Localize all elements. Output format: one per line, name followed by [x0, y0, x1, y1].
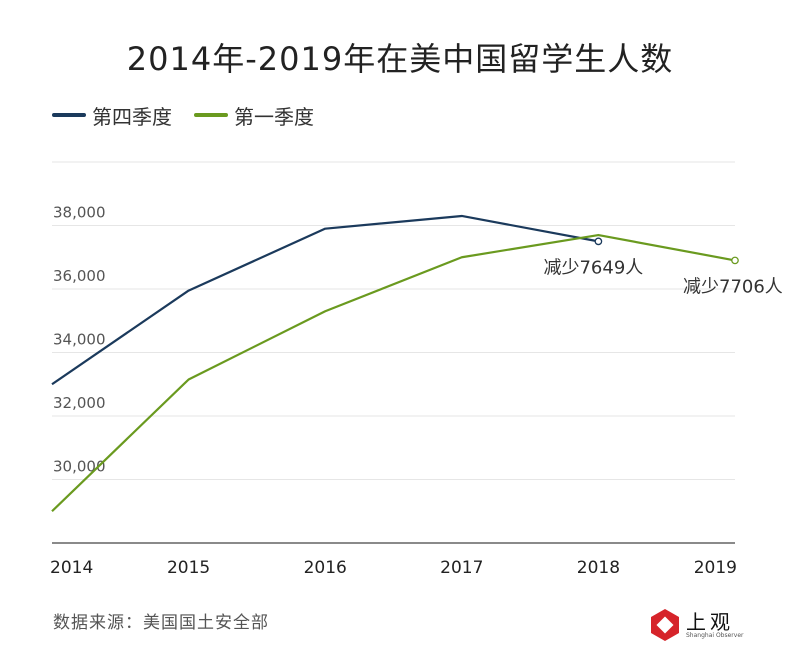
x-tick-label: 2015	[167, 558, 210, 578]
x-tick-label: 2017	[440, 558, 483, 578]
x-tick-label: 2019	[694, 558, 737, 578]
y-tick-label: 34,000	[53, 331, 106, 349]
y-tick-label: 32,000	[53, 394, 106, 412]
legend-item-q1: 第一季度	[194, 101, 314, 130]
legend-label-q1: 第一季度	[234, 104, 314, 129]
chart-title: 2014年-2019年在美中国留学生人数	[126, 40, 674, 78]
legend-label-q4: 第四季度	[92, 104, 172, 129]
y-tick-label: 36,000	[53, 267, 106, 285]
legend-swatch-q1	[194, 113, 228, 117]
source-note: 数据来源：美国国土安全部	[53, 613, 269, 633]
series-end-marker-1	[731, 256, 739, 265]
legend: 第四季度 第一季度	[52, 101, 336, 130]
x-tick-label: 2014	[50, 558, 93, 578]
y-tick-label: 38,000	[53, 204, 106, 222]
annotation-label: 减少7706人	[683, 276, 783, 297]
logo: 上观 Shanghai Observer	[648, 606, 748, 646]
series-line-1	[51, 233, 736, 513]
series-end-marker-0	[594, 237, 603, 246]
x-tick-label: 2018	[577, 558, 620, 578]
x-tick-label: 2016	[304, 558, 347, 578]
logo-mark-icon	[651, 609, 679, 641]
series-line-0	[51, 214, 599, 386]
annotation-label: 减少7649人	[543, 257, 643, 278]
legend-swatch-q4	[52, 113, 86, 117]
logo-name: 上观	[686, 610, 734, 634]
logo-subtitle: Shanghai Observer	[686, 632, 744, 639]
legend-item-q4: 第四季度	[52, 101, 172, 130]
